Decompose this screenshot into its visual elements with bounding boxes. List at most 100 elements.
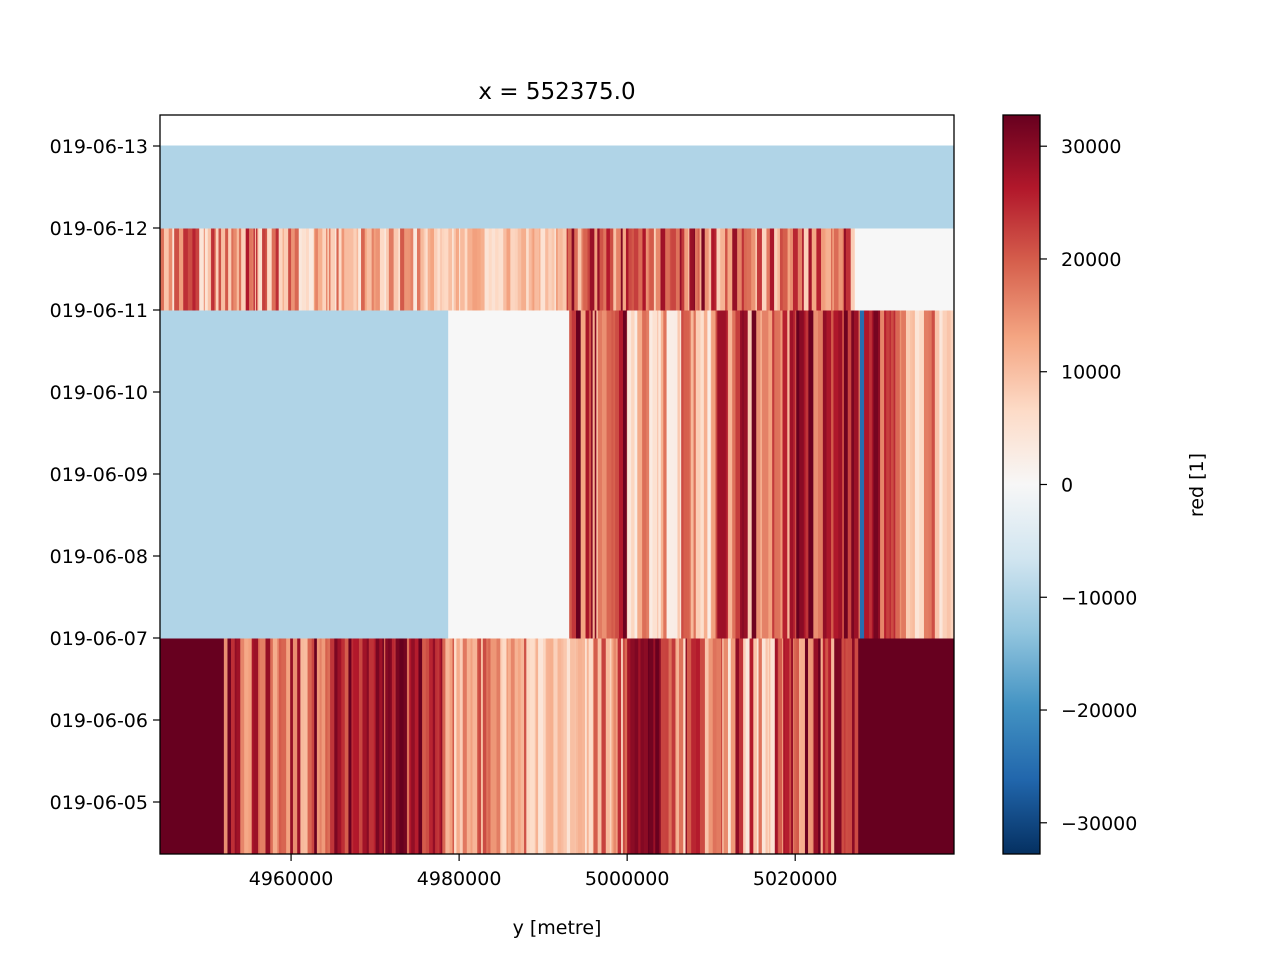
heatmap-cell <box>445 637 451 854</box>
colorbar-tick-label: −10000 <box>1061 587 1137 609</box>
heatmap-cell <box>413 227 418 311</box>
chart-title: x = 552375.0 <box>478 79 635 105</box>
heatmap-cell <box>252 227 255 311</box>
heatmap-cell <box>204 227 209 311</box>
heatmap-cell <box>502 637 508 854</box>
heatmap-cell <box>327 227 330 311</box>
heatmap-cell <box>282 227 285 311</box>
heatmap-cell <box>727 637 732 854</box>
heatmap-cell <box>899 309 902 639</box>
heatmap-cell <box>348 637 352 854</box>
heatmap-cell <box>427 227 430 311</box>
heatmap-cell <box>452 637 455 854</box>
heatmap-cell <box>588 309 592 639</box>
heatmap-cell <box>825 637 829 854</box>
heatmap-cell <box>845 637 849 854</box>
heatmap-cell <box>429 637 434 854</box>
heatmap-cell <box>543 637 547 854</box>
heatmap-cell <box>631 227 635 311</box>
heatmap-cell <box>315 227 319 311</box>
heatmap-cell <box>637 309 643 639</box>
heatmap-cell <box>409 637 412 854</box>
heatmap-cell <box>787 227 791 311</box>
heatmap-cell <box>605 637 611 854</box>
heatmap-cell <box>480 637 484 854</box>
heatmap-cell <box>404 227 410 311</box>
heatmap-cell <box>950 309 954 639</box>
heatmap-cell <box>338 227 343 311</box>
heatmap-cell <box>793 309 796 639</box>
heatmap-cell <box>317 227 323 311</box>
heatmap-cell <box>790 227 794 311</box>
heatmap-cell <box>488 637 492 854</box>
heatmap-cell <box>665 227 671 311</box>
heatmap-cell <box>567 227 573 311</box>
heatmap-cell <box>796 637 800 854</box>
heatmap-cell <box>398 227 401 311</box>
heatmap-cell <box>341 637 346 854</box>
heatmap-cell <box>304 637 309 854</box>
heatmap-cell <box>896 309 901 639</box>
heatmap-cell <box>745 637 751 854</box>
heatmap-cell <box>942 309 948 639</box>
heatmap-cell <box>551 227 556 311</box>
heatmap-cell <box>160 637 225 854</box>
heatmap-cell <box>553 637 559 854</box>
heatmap-cell <box>749 637 752 854</box>
heatmap-cell <box>822 637 826 854</box>
heatmap-cell <box>437 227 440 311</box>
heatmap-cell <box>192 227 197 311</box>
heatmap-cell <box>394 637 397 854</box>
colorbar-tick-label: 20000 <box>1061 249 1121 271</box>
heatmap-cell <box>721 309 726 639</box>
heatmap-cell <box>808 309 814 639</box>
heatmap-cell <box>459 637 462 854</box>
y-tick-label: 019-06-10 <box>50 382 148 404</box>
heatmap-cell <box>794 637 797 854</box>
heatmap-cell <box>873 309 879 639</box>
heatmap-row <box>160 145 954 229</box>
heatmap-cell <box>281 637 287 854</box>
heatmap-cell <box>272 637 278 854</box>
heatmap-cell <box>826 227 832 311</box>
heatmap-cell <box>732 309 737 639</box>
heatmap-cell <box>179 227 184 311</box>
heatmap-cell <box>649 227 655 311</box>
heatmap-cell <box>691 227 695 311</box>
heatmap-cell <box>638 637 642 854</box>
heatmap-cell <box>203 227 206 311</box>
heatmap-cell <box>440 227 443 311</box>
heatmap-cell <box>677 637 680 854</box>
heatmap-cell <box>488 227 493 311</box>
heatmap-cell <box>708 637 714 854</box>
heatmap-cell <box>601 637 607 854</box>
heatmap-cell <box>808 637 813 854</box>
heatmap-cell <box>884 309 887 639</box>
heatmap-cell <box>653 637 656 854</box>
heatmap-cell <box>249 227 253 311</box>
heatmap-cell <box>428 227 431 311</box>
heatmap-cell <box>725 227 729 311</box>
heatmap-cell <box>571 309 577 639</box>
heatmap-cell <box>588 227 591 311</box>
heatmap-cell <box>291 227 296 311</box>
heatmap-cell <box>826 309 832 639</box>
x-tick-label: 5020000 <box>753 868 838 890</box>
heatmap-cell <box>923 309 930 639</box>
heatmap-cell <box>627 309 632 639</box>
heatmap-cell <box>373 637 377 854</box>
heatmap-cell <box>802 227 805 311</box>
heatmap-cell <box>700 309 705 639</box>
heatmap-cell <box>368 637 375 854</box>
heatmap-cell <box>804 637 809 854</box>
heatmap-cell <box>259 637 264 854</box>
heatmap-cell <box>500 637 503 854</box>
heatmap-cell <box>423 227 427 311</box>
heatmap-cell <box>759 227 763 311</box>
heatmap-cell <box>606 227 611 311</box>
heatmap-cell <box>410 227 414 311</box>
heatmap-cell <box>818 637 822 854</box>
heatmap-cell <box>832 227 835 311</box>
heatmap-cell <box>244 637 249 854</box>
heatmap-cell <box>566 637 571 854</box>
